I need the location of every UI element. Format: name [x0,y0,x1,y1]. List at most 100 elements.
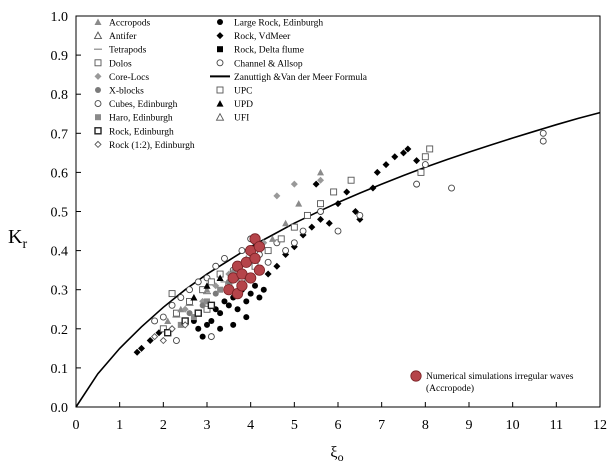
data-point [413,180,421,188]
data-point [138,344,145,352]
legend-marker [93,31,103,40]
legend-label: Core-Locs [109,73,149,83]
data-point [343,188,351,196]
data-point [159,313,167,321]
data-point [159,325,167,333]
data-point [249,252,261,265]
data-point [245,272,257,284]
data-point [391,153,399,161]
legend-marker [94,59,102,67]
series-haro-edinburgh [177,286,224,328]
data-point [426,145,434,153]
data-point [207,301,216,310]
data-point [151,317,159,325]
data-point [308,223,316,231]
legend-marker [95,114,101,121]
data-point [299,227,307,235]
legend-label: UPD [234,100,253,110]
series-channel-allsop [151,129,547,344]
x-tick-label: 1 [116,418,123,433]
legend-marker [94,100,102,108]
data-point [317,168,325,176]
data-point [164,317,172,324]
data-point [539,137,547,145]
data-point [177,294,185,301]
x-tick-label: 0 [73,418,80,433]
data-point [203,282,211,289]
legend-label: UFI [234,114,249,124]
legend-marker [216,32,224,40]
data-point [264,247,272,255]
legend-marker [215,112,225,121]
data-point [203,286,211,293]
data-point [325,219,333,227]
legend-label: Numerical simulations irregular waves (Ac… [426,372,574,394]
data-point [168,325,176,333]
data-point [277,235,285,243]
data-point [236,280,248,292]
data-point [256,294,263,301]
data-point [290,180,298,188]
data-point [290,223,298,231]
y-tick-label: 0.3 [51,284,69,299]
x-tick-label: 8 [422,418,429,433]
formula-curve-line [75,111,601,408]
series-numerical-simulations-irregular-waves-accropode [223,233,265,300]
legend-marker [217,19,223,25]
data-point [273,262,281,270]
data-point [203,305,211,313]
y-tick-label: 0.0 [51,401,69,416]
data-point [216,274,224,281]
data-point [417,168,425,176]
data-point [347,176,355,184]
data-point [317,215,325,223]
data-point [177,305,185,313]
legend-numerical: Numerical simulations irregular waves (Ac… [410,370,574,394]
legend-label: Dolos [109,59,132,69]
data-point [199,333,206,340]
data-point [369,184,377,192]
data-point [413,157,421,165]
legend-label: Large Rock, Edinburgh [234,19,323,29]
data-point [186,286,193,294]
x-tick-label: 5 [291,418,298,433]
legend-label: Tetrapods [109,46,147,56]
data-point [303,211,311,219]
data-point [252,282,259,289]
data-point [207,278,215,286]
data-point [194,278,202,286]
data-point [400,149,407,157]
series-tetrapods [172,281,229,318]
legend-marker [216,86,224,94]
x-tick-label: 4 [247,418,254,433]
y-axis-label: Kr [8,226,27,252]
legend-marker [94,72,102,80]
data-point [194,309,202,317]
data-point [290,239,298,247]
data-point [195,325,202,332]
data-point [317,176,325,184]
data-point [190,294,198,301]
data-point [177,321,184,328]
data-point [448,184,455,192]
formula-curve [75,111,601,408]
data-point [253,241,265,253]
data-point [172,309,180,317]
data-point [243,298,250,305]
data-point [204,298,210,305]
y-tick-label: 0.5 [51,206,69,221]
data-point [217,310,224,317]
legend-label: Rock, Edinburgh [109,127,174,137]
data-point [273,192,281,200]
data-point [356,211,364,219]
data-point [264,258,272,266]
data-point [217,286,224,293]
legend-label: Accropods [109,19,150,29]
data-point [212,262,220,270]
x-tick-label: 6 [335,418,342,433]
data-point [208,317,215,324]
data-point [282,219,290,227]
legend-marker [94,127,102,135]
data-point [172,337,180,344]
legend-marker [216,59,224,67]
